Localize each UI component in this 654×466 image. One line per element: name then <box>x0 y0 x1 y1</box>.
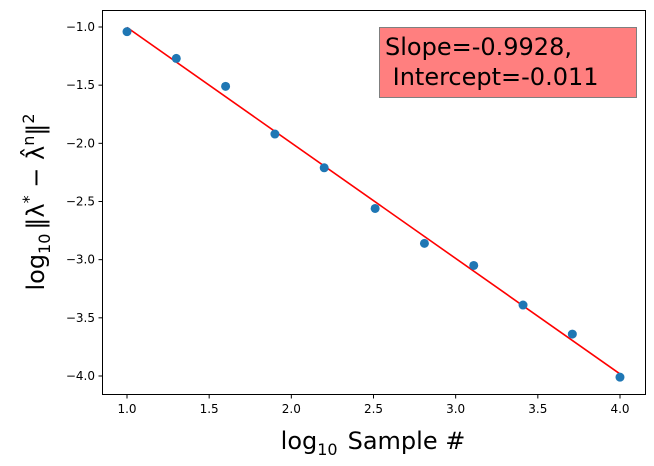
svg-text:log10‖λ* − λ̂n‖2: log10‖λ* − λ̂n‖2 <box>19 113 54 290</box>
x-tick-label: 2.0 <box>282 402 301 416</box>
data-point <box>171 53 181 63</box>
data-point <box>419 238 429 248</box>
y-tick-label: −2.5 <box>66 194 95 208</box>
scatter-points <box>122 27 625 382</box>
x-axis-label: log10 Sample # <box>281 427 466 459</box>
data-point <box>270 129 280 139</box>
data-point <box>518 300 528 310</box>
data-point <box>122 27 132 37</box>
y-axis-ticks: −1.0 −1.5 −2.0 −2.5 −3.0 −3.5 −4.0 <box>66 20 103 383</box>
axes-frame <box>102 10 646 395</box>
y-tick-label: −1.0 <box>66 20 95 34</box>
x-tick-label: 3.0 <box>446 402 465 416</box>
data-point <box>615 372 625 382</box>
y-tick-label: −1.5 <box>66 78 95 92</box>
x-axis-ticks: 1.0 1.5 2.0 2.5 3.0 3.5 4.0 <box>117 394 630 416</box>
x-tick-label: 1.0 <box>117 402 136 416</box>
y-tick-label: −2.0 <box>66 136 95 150</box>
y-axis-label: log10‖λ* − λ̂n‖2 <box>19 113 54 290</box>
x-tick-label: 3.5 <box>528 402 547 416</box>
data-point <box>319 163 329 173</box>
data-point <box>370 203 380 213</box>
fit-annotation-box: Slope=-0.9928, Intercept=-0.011 <box>379 27 637 98</box>
y-tick-label: −3.0 <box>66 253 95 267</box>
fit-line <box>126 26 621 375</box>
y-tick-label: −3.5 <box>66 311 95 325</box>
data-point <box>469 260 479 270</box>
data-point <box>221 81 231 91</box>
x-tick-label: 4.0 <box>610 402 629 416</box>
fit-line-segment <box>126 26 621 375</box>
data-point <box>567 329 577 339</box>
y-tick-label: −4.0 <box>66 369 95 383</box>
x-tick-label: 2.5 <box>364 402 383 416</box>
x-tick-label: 1.5 <box>200 402 219 416</box>
